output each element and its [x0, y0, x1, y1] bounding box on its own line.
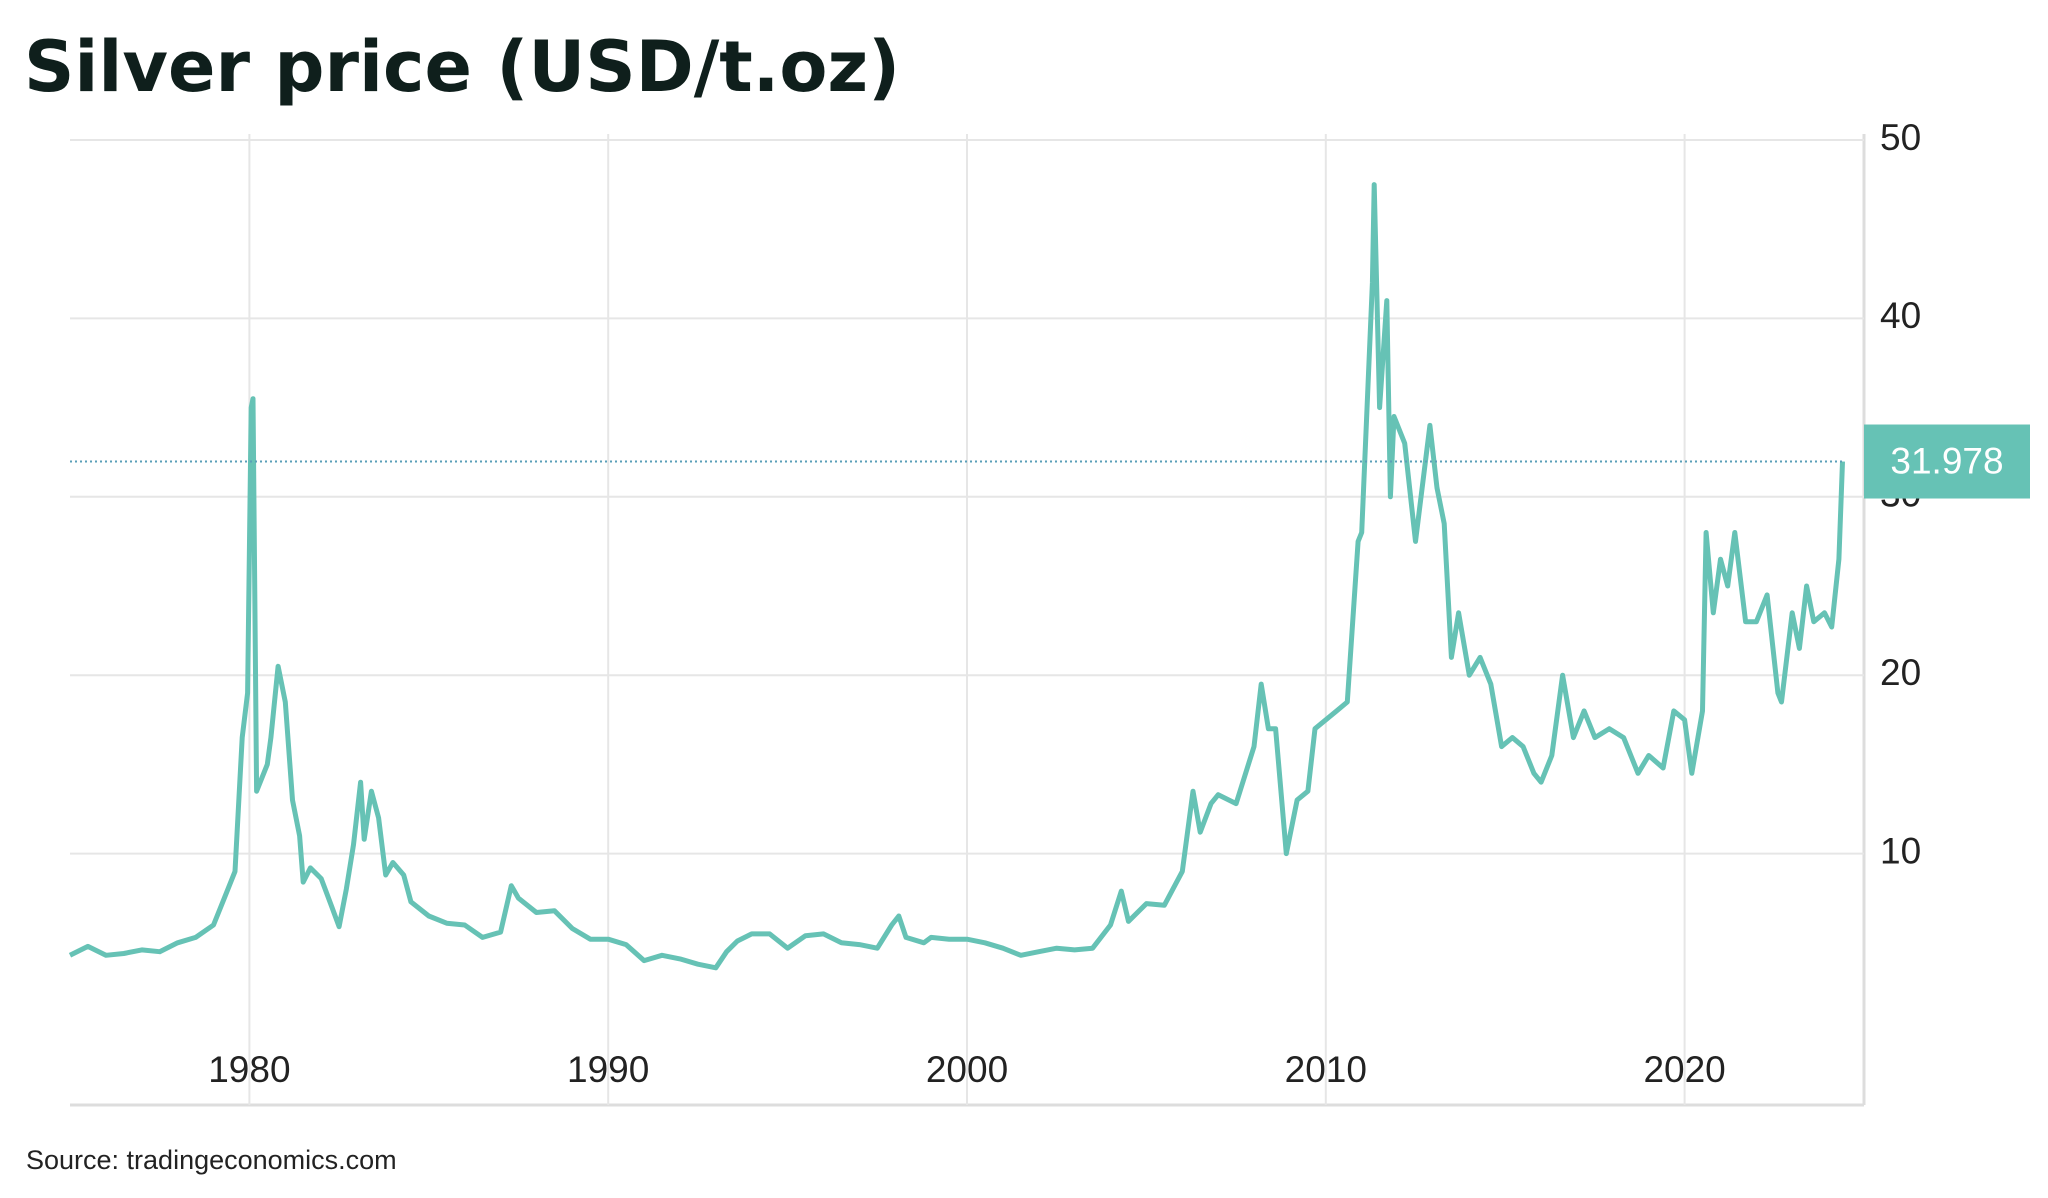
- x-tick-label: 1990: [567, 1049, 649, 1090]
- x-tick-label: 2010: [1285, 1049, 1367, 1090]
- last-value-badge: [1864, 424, 2030, 499]
- y-tick-label: 50: [1880, 117, 1921, 158]
- x-tick-label: 1980: [208, 1049, 290, 1090]
- y-tick-label: 10: [1880, 830, 1921, 871]
- y-tick-label: 20: [1880, 652, 1921, 693]
- x-tick-label: 2000: [926, 1049, 1008, 1090]
- y-tick-label: 40: [1880, 295, 1921, 336]
- source: Source: tradingeconomics.com: [26, 1145, 397, 1175]
- x-tick-label: 2020: [1643, 1049, 1725, 1090]
- chart-title: Silver price (USD/t.oz): [24, 26, 900, 108]
- last-value-label: 31.978: [1890, 440, 2003, 481]
- price-line: [68, 182, 1845, 971]
